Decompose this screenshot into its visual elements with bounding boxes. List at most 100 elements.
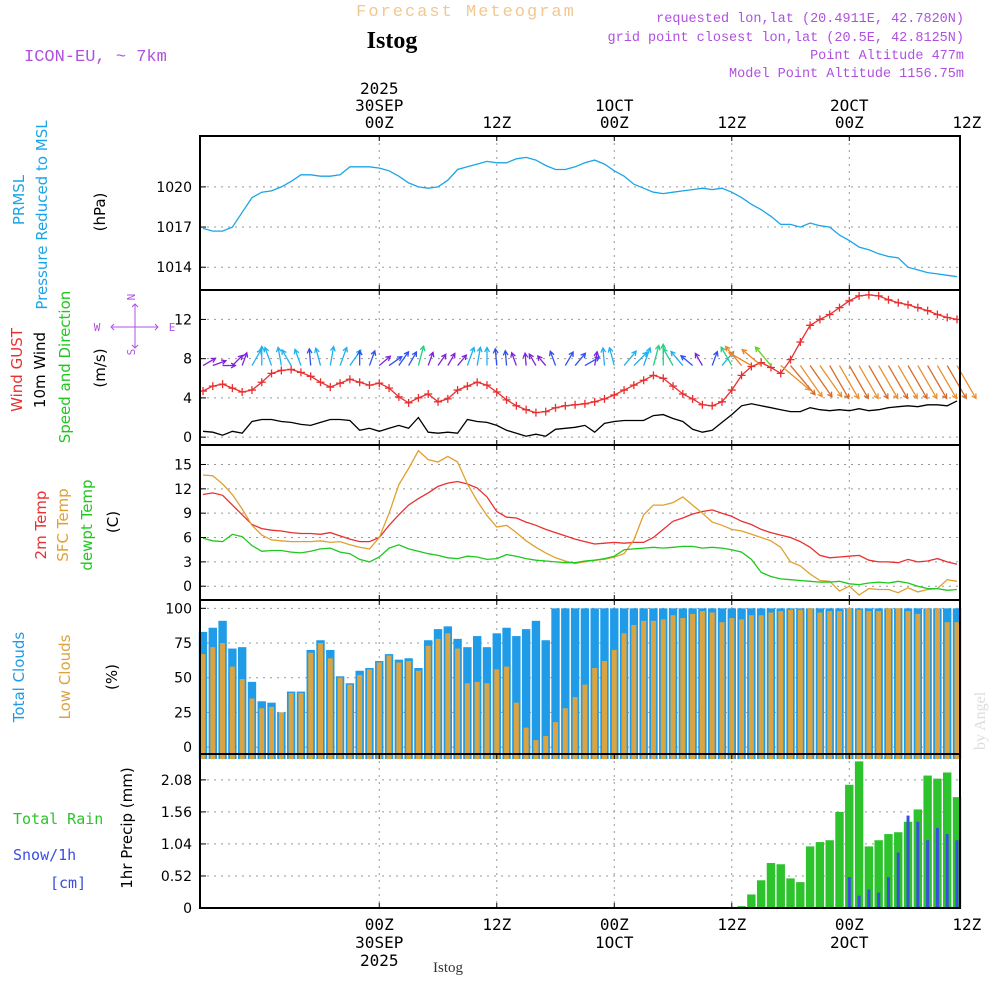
low-cloud-bar <box>954 622 960 760</box>
low-cloud-bar <box>944 622 950 760</box>
rain-bar <box>854 761 864 908</box>
bottom-time-label: 00Z <box>600 915 629 934</box>
bottom-time-label: 12Z <box>717 915 746 934</box>
wind-direction-arrow <box>907 365 928 400</box>
wind-direction-arrow <box>314 346 322 366</box>
snow-bar <box>847 877 851 908</box>
low-cloud-bar <box>435 638 441 760</box>
wind-gust-marker <box>678 389 687 398</box>
temp-unit: (C) <box>104 511 122 533</box>
wind-gust-marker <box>933 310 942 319</box>
wind-direction-arrow <box>593 350 600 366</box>
wind-direction-arrow <box>548 350 557 366</box>
wind-direction-arrow <box>427 351 435 366</box>
bottom-time-label: 2025 <box>360 951 399 970</box>
total-cloud-bar <box>521 629 531 760</box>
wind-direction-arrow <box>339 346 349 366</box>
low-cloud-bar <box>641 620 647 760</box>
compass-e: E <box>169 321 176 334</box>
dewpt-ylabel: dewpt Temp <box>78 479 96 570</box>
wind-gust-marker <box>404 398 413 407</box>
pressure-ylabel-short: PRMSL <box>10 174 28 225</box>
point-altitude: Point Altitude 477m <box>810 49 964 64</box>
top-time-label: 2025 <box>360 79 399 98</box>
model-altitude: Model Point Altitude 1156.75m <box>729 67 964 82</box>
wind-gust-marker <box>884 295 893 304</box>
low-cloud-bar <box>484 683 490 760</box>
wind-gust-marker <box>277 366 286 375</box>
wind-gust-marker <box>257 378 266 387</box>
wind-direction-arrow <box>643 346 652 366</box>
low-cloud-bar <box>474 681 480 760</box>
rain-bar <box>845 784 854 908</box>
wind-gust-marker <box>610 390 619 399</box>
wind-unit: (m/s) <box>91 348 109 387</box>
low-cloud-bar <box>425 645 431 760</box>
wind-gust-marker <box>247 386 256 395</box>
gust-ylabel: Wind GUST <box>8 327 26 412</box>
wind-direction-arrow <box>528 352 537 366</box>
wind-direction-arrow <box>574 352 587 366</box>
wind-gust-marker <box>913 303 922 312</box>
low-cloud-bar <box>709 612 715 760</box>
wind-direction-arrow <box>231 354 244 366</box>
top-time-label: 12Z <box>482 113 511 132</box>
wind-direction-arrow <box>887 365 909 400</box>
pressure-ylabel-long: Pressure Reduced to MSL <box>33 120 51 310</box>
y-tick-label: 25 <box>174 705 192 721</box>
wind-direction-arrow <box>258 344 265 366</box>
y-tick-label: 0 <box>183 901 192 917</box>
wind-gust-marker <box>306 372 315 381</box>
wind-gust-marker <box>698 400 707 409</box>
legend-snow-unit: [cm] <box>50 874 86 892</box>
rain-bar <box>874 840 883 908</box>
wind-direction-arrow <box>492 347 499 366</box>
snow-bar <box>955 840 959 908</box>
low-cloud-bar <box>807 608 813 760</box>
low-cloud-bar <box>768 612 774 760</box>
low-cloud-bar <box>269 706 275 760</box>
wind-direction-arrow <box>447 352 456 366</box>
top-time-label: 2OCT <box>830 96 869 115</box>
low-cloud-bar <box>415 670 421 760</box>
rain-bar <box>786 878 795 908</box>
low-cloud-bar <box>690 613 696 760</box>
wind-gust-marker <box>316 378 325 387</box>
top-time-label: 00Z <box>365 113 394 132</box>
wind-gust-marker <box>473 378 482 387</box>
y-tick-label: 9 <box>183 506 192 522</box>
y-tick-label: 3 <box>183 555 192 571</box>
wind-gust-marker <box>375 379 384 388</box>
wind-gust-marker <box>414 393 423 402</box>
rain-bar <box>766 863 776 908</box>
wind-gust-marker <box>218 380 227 389</box>
compass-s: S <box>125 349 138 356</box>
panels: 1014 1017 1020 PRMSL Pressure Reduced to MSL… <box>8 120 977 917</box>
wind-gust-marker <box>238 388 247 397</box>
bottom-time-label: 00Z <box>365 915 394 934</box>
snow-bar <box>867 889 871 908</box>
wind-speed-line <box>202 400 958 437</box>
wind-gust-marker <box>287 365 296 374</box>
rain-bar <box>747 894 756 908</box>
rain-bar <box>776 864 785 908</box>
low-cloud-bar <box>660 619 666 760</box>
wind-direction-arrow <box>457 354 468 366</box>
direction-ylabel: Speed and Direction <box>56 291 74 444</box>
model-label: ICON-EU, ~ 7km <box>24 48 167 67</box>
low-cloud-bar <box>249 698 255 760</box>
bottom-time-label: 1OCT <box>595 933 634 952</box>
wind-gust-marker <box>600 394 609 403</box>
low-cloud-bar <box>934 608 940 760</box>
pressure-line <box>202 156 958 278</box>
low-cloud-bar <box>366 669 372 760</box>
y-tick-label: 4 <box>183 391 192 407</box>
wind-gust-marker <box>923 306 932 315</box>
wind-direction-arrow <box>408 350 418 366</box>
rain-bar <box>835 811 844 908</box>
wind-direction-arrow <box>600 346 607 366</box>
wind-direction-arrow <box>652 344 661 366</box>
wind-direction-arrow <box>484 346 490 366</box>
y-tick-label: 8 <box>183 352 192 368</box>
wind-direction-arrow <box>694 352 703 366</box>
